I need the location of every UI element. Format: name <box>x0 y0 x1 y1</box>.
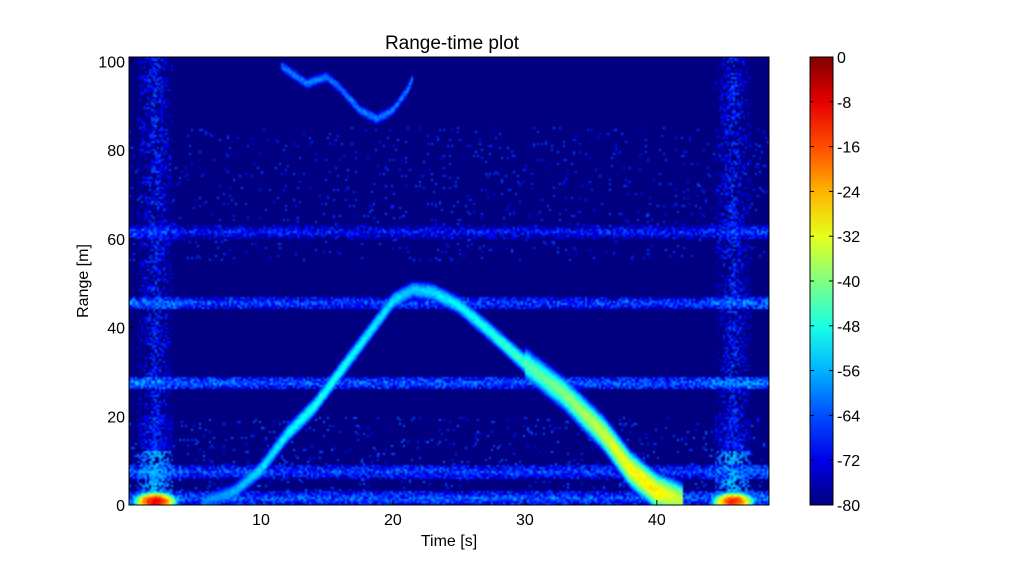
x-tick-label: 30 <box>516 512 534 529</box>
colorbar-tick-label: -72 <box>837 453 860 470</box>
colorbar-tick-label: 0 <box>837 50 846 67</box>
x-tick-label: 20 <box>384 512 402 529</box>
y-tick-label: 80 <box>107 143 125 160</box>
plot-frame <box>128 56 770 506</box>
colorbar-tick-label: -32 <box>837 229 860 246</box>
chart-title: Range-time plot <box>385 33 520 54</box>
y-axis-label: Range [m] <box>75 244 92 318</box>
colorbar-tick-label: -40 <box>837 274 860 291</box>
colorbar-tick-label: -48 <box>837 319 860 336</box>
colorbar-tick-label: -80 <box>837 498 860 515</box>
y-tick-label: 100 <box>98 54 125 71</box>
y-tick-label: 60 <box>107 232 125 249</box>
x-axis-ticks: 10 20 30 40 <box>252 500 666 529</box>
colorbar: 0 -8 -16 -24 -32 -40 -48 -56 -64 -72 -80 <box>809 50 860 515</box>
colorbar-tick-label: -24 <box>837 184 860 201</box>
x-axis-label: Time [s] <box>421 533 477 550</box>
colorbar-tick-label: -56 <box>837 364 860 381</box>
colorbar-tick-label: -8 <box>837 95 851 112</box>
y-tick-label: 0 <box>116 498 125 515</box>
y-tick-label: 40 <box>107 321 125 338</box>
x-tick-label: 10 <box>252 512 270 529</box>
y-axis-ticks: 0 20 40 60 80 100 <box>98 54 134 515</box>
colorbar-tick-label: -64 <box>837 408 860 425</box>
heatmap-image <box>129 57 769 505</box>
colorbar-ticks: 0 -8 -16 -24 -32 -40 -48 -56 -64 -72 -80 <box>810 50 860 515</box>
y-tick-label: 20 <box>107 409 125 426</box>
x-tick-label: 40 <box>648 512 666 529</box>
heatmap-plot-area <box>128 56 770 506</box>
colorbar-tick-label: -16 <box>837 140 860 157</box>
